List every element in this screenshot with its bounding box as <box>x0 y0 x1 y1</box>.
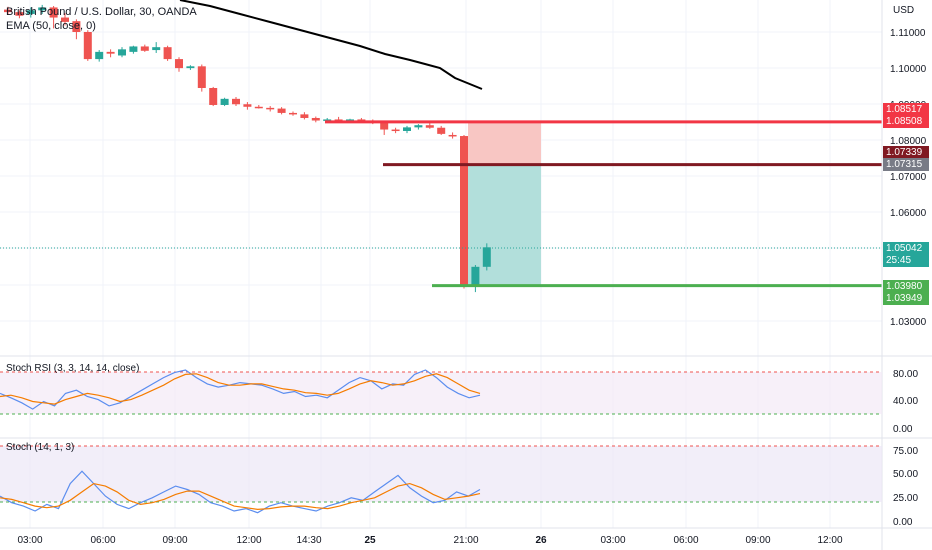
time-tick-label: 26 <box>535 535 547 546</box>
time-tick-label: 03:00 <box>600 535 625 546</box>
price-tick-label: 1.07000 <box>890 172 927 183</box>
position-zones <box>468 121 541 286</box>
ema-legend[interactable]: EMA (50, close, 0) <box>6 20 96 32</box>
candle-body <box>437 127 446 134</box>
candle-body <box>163 47 172 60</box>
currency-label: USD <box>893 5 915 16</box>
candle-body <box>243 104 252 107</box>
indicator-axis: 80.00 40.00 0.00 75.00 50.00 25.00 0.00 <box>893 369 918 528</box>
candle-body <box>300 114 309 118</box>
indicator-tick-label: 80.00 <box>893 369 918 380</box>
indicator-tick-label: 40.00 <box>893 396 918 407</box>
stoch-legend[interactable]: Stoch (14, 1, 3) <box>6 442 75 453</box>
price-tag-countdown: 25:45 <box>883 254 929 267</box>
stoch-rsi-d-line <box>0 373 481 405</box>
candle-body <box>95 51 104 60</box>
candle-body <box>380 122 389 130</box>
grid <box>0 0 882 528</box>
candle-body <box>289 112 297 115</box>
time-tick-label: 03:00 <box>17 535 42 546</box>
candle-body <box>277 108 286 113</box>
candle-body <box>4 9 12 13</box>
candle-body <box>346 119 354 121</box>
candle-body <box>83 32 92 60</box>
price-tag-entry-level: 1.07315 <box>883 158 929 171</box>
risk-zone <box>468 121 541 165</box>
candle-body <box>334 119 343 121</box>
candle-body <box>254 106 263 109</box>
price-tick-label: 1.06000 <box>890 208 927 219</box>
stoch-rsi-band <box>0 372 882 414</box>
candle-body <box>425 125 434 128</box>
candle-body <box>482 247 491 267</box>
time-tick-label: 21:00 <box>453 535 478 546</box>
candle-body <box>186 66 195 69</box>
price-tick-label: 1.10000 <box>890 64 927 75</box>
indicator-tick-label: 0.00 <box>893 517 913 528</box>
stoch-rsi-legend[interactable]: Stoch RSI (3, 3, 14, 14, close) <box>6 363 140 374</box>
price-tick-label: 1.11000 <box>890 28 926 39</box>
price-tag-current: 1.05042 <box>883 242 929 255</box>
candle-body <box>129 46 138 52</box>
time-tick-label: 12:00 <box>236 535 261 546</box>
candle-body <box>61 17 69 22</box>
candle-body <box>38 7 47 11</box>
time-axis[interactable]: 03:00 06:00 09:00 12:00 14:30 25 21:00 26 03:00 0… <box>17 535 842 546</box>
candle-body <box>197 66 206 88</box>
indicator-tick-label: 50.00 <box>893 469 918 480</box>
price-levels[interactable] <box>325 120 882 288</box>
candle-body <box>460 136 468 287</box>
price-tag-stop-level: 1.08508 <box>883 115 929 128</box>
ema-line <box>179 0 483 90</box>
time-tick-label: 25 <box>364 535 376 546</box>
time-tick-label: 09:00 <box>745 535 770 546</box>
candle-body <box>49 7 58 18</box>
candle-body <box>414 125 423 128</box>
time-tick-label: 06:00 <box>673 535 698 546</box>
stoch-band <box>0 446 882 502</box>
price-tick-label: 1.03000 <box>890 317 927 328</box>
candle-body <box>209 87 218 105</box>
price-tag-entry: 1.07339 <box>883 146 929 159</box>
candle-body <box>72 21 81 32</box>
candle-body <box>311 117 320 121</box>
candle-body <box>448 134 457 137</box>
candle-body <box>391 129 400 132</box>
candle-body <box>357 119 366 121</box>
candle-body <box>220 98 229 105</box>
candle-body <box>15 12 24 16</box>
candle-body <box>232 98 240 105</box>
time-tick-label: 14:30 <box>296 535 321 546</box>
symbol-legend[interactable]: British Pound / U.S. Dollar, 30, OANDA <box>6 6 197 18</box>
indicator-tick-label: 25.00 <box>893 493 918 504</box>
time-tick-label: 12:00 <box>817 535 842 546</box>
price-tag-target-level: 1.03949 <box>883 292 929 305</box>
price-tag-target: 1.03980 <box>883 280 929 293</box>
time-tick-label: 09:00 <box>162 535 187 546</box>
candle-body <box>266 107 275 110</box>
candle-body <box>403 127 411 131</box>
stoch-k-line <box>0 470 481 514</box>
stoch-d-line <box>0 482 481 511</box>
candle-body <box>118 49 126 56</box>
candle-body <box>106 51 115 54</box>
candles <box>4 4 491 293</box>
reward-zone <box>468 164 541 286</box>
candle-body <box>323 119 332 121</box>
price-tag-stop: 1.08517 <box>883 103 929 116</box>
candle-body <box>26 10 35 14</box>
candle-body <box>471 266 480 287</box>
candle-body <box>175 59 183 69</box>
price-tick-label: 1.08000 <box>890 136 927 147</box>
indicator-tick-label: 75.00 <box>893 446 918 457</box>
time-tick-label: 06:00 <box>90 535 115 546</box>
candle-body <box>152 47 161 51</box>
candle-body <box>140 46 149 51</box>
indicator-tick-label: 0.00 <box>893 424 913 435</box>
